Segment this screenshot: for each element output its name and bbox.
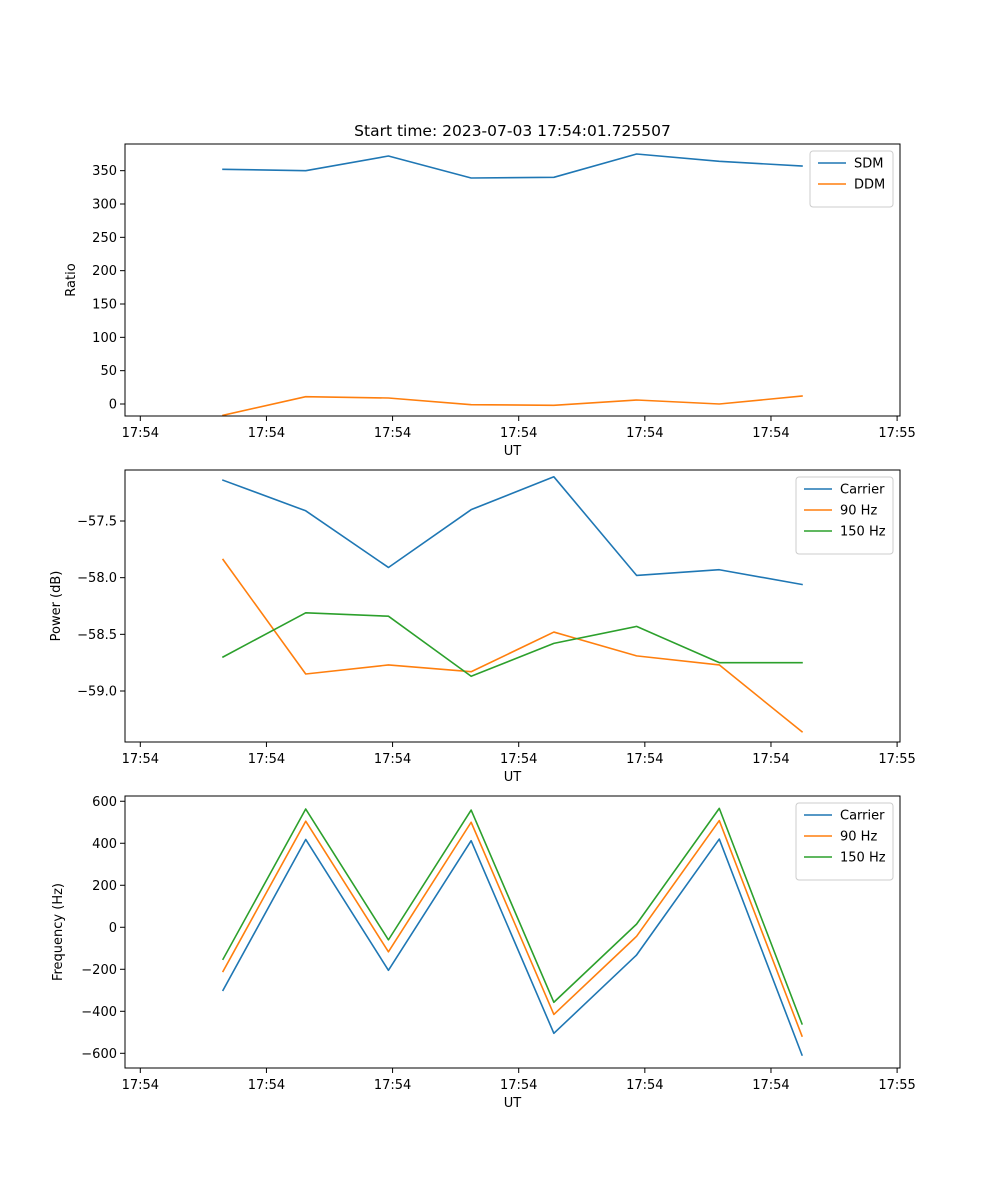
x-tick-label: 17:54 — [248, 426, 285, 441]
legend-entry: Carrier — [840, 483, 885, 498]
legend: SDM DDM — [809, 150, 894, 208]
x-tick-label: 17:54 — [374, 1078, 411, 1093]
y-tick-label: 250 — [92, 231, 117, 246]
y-tick-label: −58.0 — [77, 571, 117, 586]
x-tick-label: 17:54 — [122, 752, 159, 767]
legend-entry: 150 Hz — [840, 851, 886, 866]
x-tick-label: 17:54 — [626, 752, 663, 767]
legend-entry: Carrier — [840, 809, 885, 824]
series-line-carrier — [221, 838, 804, 1057]
x-axis-label: UT — [504, 1096, 522, 1111]
legend-entry: 150 Hz — [840, 525, 886, 540]
series-line-150-hz — [221, 611, 803, 678]
y-axis-label: Ratio — [64, 263, 79, 296]
plot-area — [124, 143, 901, 417]
y-tick-label: 0 — [109, 398, 117, 413]
x-tick-label: 17:55 — [878, 426, 915, 441]
x-tick-label: 17:54 — [122, 426, 159, 441]
x-tick-label: 17:54 — [500, 752, 537, 767]
legend: Carrier 90 Hz 150 Hz — [795, 476, 894, 555]
x-tick-label: 17:54 — [626, 426, 663, 441]
legend-box — [795, 476, 894, 555]
y-tick-label: −57.5 — [77, 515, 117, 530]
x-tick-label: 17:54 — [500, 1078, 537, 1093]
legend-entry: SDM — [854, 157, 883, 172]
x-tick-label: 17:54 — [752, 426, 789, 441]
legend-entry: 90 Hz — [840, 830, 877, 845]
x-tick-label: 17:54 — [248, 1078, 285, 1093]
x-tick-label: 17:54 — [122, 1078, 159, 1093]
legend: Carrier 90 Hz 150 Hz — [795, 802, 894, 881]
x-tick-label: 17:54 — [752, 1078, 789, 1093]
y-tick-label: 600 — [92, 795, 117, 810]
x-axis-label: UT — [504, 770, 522, 785]
chart-panel-1: 17:54 17:54 17:54 17:54 17:54 17:54 17:55 0 50 10… — [64, 122, 916, 459]
legend-entry: 90 Hz — [840, 504, 877, 519]
legend-box — [809, 150, 894, 208]
y-tick-label: −58.5 — [77, 628, 117, 643]
legend-box — [795, 802, 894, 881]
series-line-carrier — [221, 475, 803, 586]
y-tick-label: 200 — [92, 264, 117, 279]
y-tick-label: −400 — [81, 1005, 117, 1020]
series-line-90-hz — [221, 558, 804, 733]
y-tick-label: 400 — [92, 837, 117, 852]
y-tick-label: −600 — [81, 1047, 117, 1062]
chart-title: Start time: 2023-07-03 17:54:01.725507 — [354, 122, 671, 140]
chart-panels: 17:54 17:54 17:54 17:54 17:54 17:54 17:55 0 50 10… — [49, 122, 916, 1111]
chart-panel-2: 17:54 17:54 17:54 17:54 17:54 17:54 17:55 −59.0… — [49, 469, 916, 785]
series-line-sdm — [222, 153, 803, 179]
y-tick-label: 0 — [109, 921, 117, 936]
x-tick-label: 17:54 — [752, 752, 789, 767]
x-tick-label: 17:54 — [500, 426, 537, 441]
x-tick-label: 17:55 — [878, 752, 915, 767]
y-tick-label: 200 — [92, 879, 117, 894]
y-tick-label: 300 — [92, 198, 117, 213]
x-axis-label: UT — [504, 444, 522, 459]
x-tick-label: 17:54 — [626, 1078, 663, 1093]
chart-panel-3: 17:54 17:54 17:54 17:54 17:54 17:54 17:55 −600 −… — [51, 795, 916, 1111]
y-tick-label: 150 — [92, 298, 117, 313]
y-tick-label: 50 — [100, 364, 117, 379]
y-tick-label: 350 — [92, 164, 117, 179]
plot-area — [124, 469, 901, 743]
x-tick-label: 17:54 — [374, 752, 411, 767]
series-line-90-hz — [221, 819, 804, 1038]
y-tick-label: −59.0 — [77, 685, 117, 700]
series-line-ddm — [222, 395, 803, 417]
y-axis-label: Frequency (Hz) — [51, 883, 66, 981]
series-line-150-hz — [221, 807, 804, 1025]
legend-entry: DDM — [854, 178, 885, 193]
x-tick-label: 17:54 — [248, 752, 285, 767]
y-tick-label: 100 — [92, 331, 117, 346]
y-tick-label: −200 — [81, 963, 117, 978]
x-tick-label: 17:55 — [878, 1078, 915, 1093]
x-tick-label: 17:54 — [374, 426, 411, 441]
y-axis-label: Power (dB) — [49, 571, 64, 642]
plot-area — [124, 795, 901, 1069]
